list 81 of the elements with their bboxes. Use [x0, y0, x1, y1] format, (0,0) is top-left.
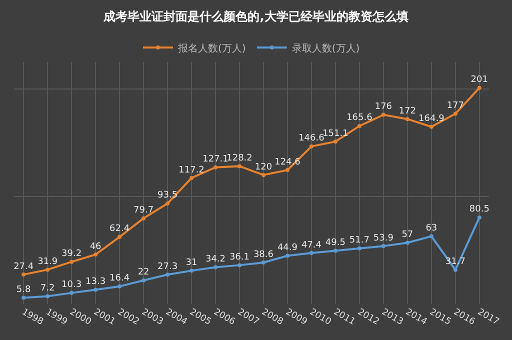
point	[261, 173, 266, 177]
point	[381, 112, 386, 117]
point	[118, 284, 122, 288]
point	[22, 296, 26, 300]
point	[261, 260, 266, 265]
data-label: 13.3	[86, 276, 106, 287]
point	[214, 165, 218, 170]
data-label: 172	[398, 106, 416, 116]
data-label: 49.5	[325, 238, 346, 248]
data-label: 57	[402, 230, 414, 240]
data-label: 7.2	[40, 284, 55, 294]
data-label: 53.9	[373, 233, 394, 244]
point	[453, 112, 458, 116]
data-label: 36.1	[229, 252, 250, 262]
point	[333, 248, 338, 253]
point	[405, 117, 410, 122]
point	[357, 124, 362, 128]
data-label: 117.2	[178, 165, 204, 176]
point	[46, 294, 50, 298]
point	[94, 288, 98, 292]
point	[94, 252, 98, 257]
data-label: 44.9	[277, 242, 298, 253]
data-label: 164.9	[418, 114, 445, 124]
data-label: 39.2	[62, 249, 82, 260]
point	[477, 86, 482, 90]
data-label: 146.6	[298, 134, 325, 144]
data-label: 151.1	[322, 128, 348, 139]
point	[142, 278, 146, 282]
point	[477, 215, 482, 220]
x-tick-label: 2017	[476, 307, 500, 328]
point	[46, 268, 50, 272]
data-label: 22	[138, 268, 150, 278]
point	[429, 124, 434, 129]
point	[405, 240, 410, 245]
point	[190, 176, 194, 180]
data-label: 80.5	[469, 204, 490, 215]
data-label: 16.4	[110, 274, 130, 284]
data-label: 27.3	[158, 262, 178, 272]
data-label: 201	[470, 75, 488, 86]
data-label: 176	[374, 102, 392, 112]
point	[357, 246, 362, 250]
data-label: 165.6	[346, 113, 373, 124]
data-label: 63	[426, 224, 438, 234]
data-label: 27.4	[14, 262, 34, 272]
point	[429, 234, 434, 238]
point	[285, 254, 290, 258]
point	[309, 144, 314, 148]
data-label: 38.6	[253, 250, 274, 260]
point	[333, 140, 338, 144]
point	[118, 234, 122, 239]
point	[285, 168, 290, 172]
data-label: 5.8	[16, 285, 32, 296]
data-label: 127.1	[202, 154, 228, 165]
legend-label: 录取人数(万人)	[292, 43, 360, 54]
data-label: 46	[90, 242, 102, 252]
point	[214, 265, 218, 270]
point	[142, 216, 146, 220]
data-label: 128.2	[226, 153, 252, 164]
data-label: 62.4	[110, 224, 130, 234]
data-label: 34.2	[205, 254, 226, 264]
data-label: 47.4	[301, 240, 322, 250]
data-label: 10.3	[62, 280, 82, 290]
point	[70, 290, 74, 295]
point	[190, 268, 194, 273]
data-label: 79.7	[134, 206, 154, 216]
point	[70, 260, 74, 264]
point	[381, 244, 386, 248]
data-label: 51.7	[349, 236, 370, 246]
point	[166, 272, 170, 277]
point	[22, 272, 26, 277]
legend-label: 报名人数(万人)	[177, 42, 246, 54]
x-tick-label: 2007	[236, 307, 261, 328]
point	[166, 201, 170, 206]
data-label: 31	[186, 258, 198, 268]
data-label: 120	[254, 162, 272, 172]
point	[238, 263, 242, 268]
point	[309, 251, 314, 256]
point	[238, 164, 242, 168]
chart-title: 成考毕业证封面是什么颜色的,大学已经毕业的教资怎么填	[102, 9, 408, 24]
point	[453, 268, 458, 272]
data-label: 31.9	[38, 256, 58, 267]
